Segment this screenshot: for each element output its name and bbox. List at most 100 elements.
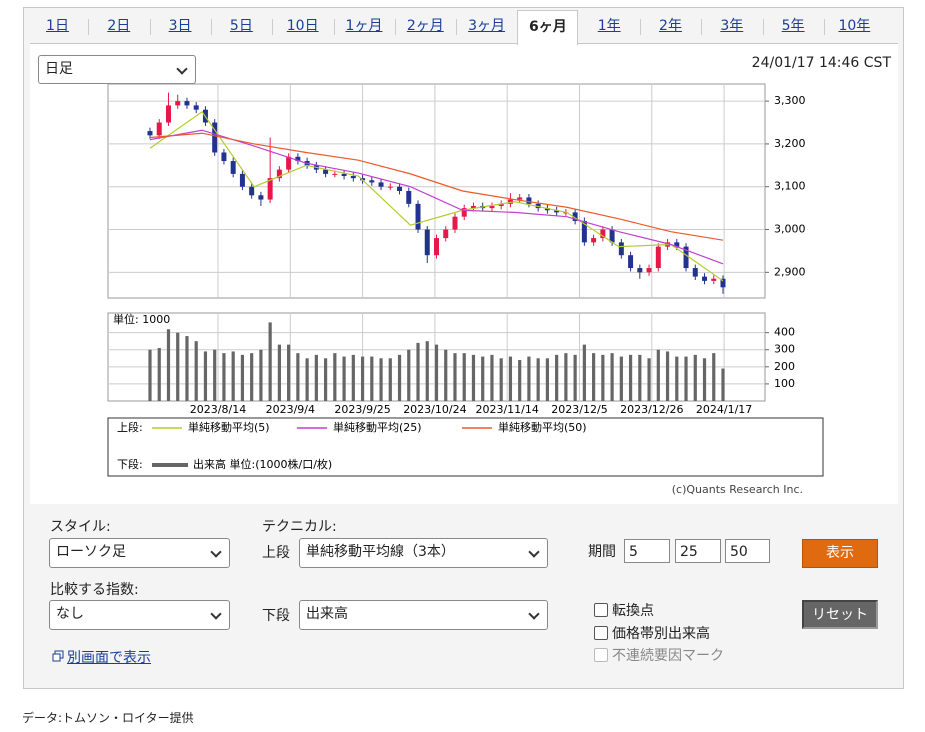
- tab[interactable]: 5年: [781, 18, 805, 34]
- candle-body: [591, 238, 597, 243]
- candle-body: [702, 276, 708, 281]
- tab[interactable]: 1ヶ月: [345, 18, 383, 34]
- candle-body: [212, 122, 218, 153]
- volume-bar: [185, 336, 189, 401]
- moving-average: [149, 110, 724, 282]
- candle-body: [341, 173, 347, 177]
- candle-body: [267, 178, 273, 200]
- timestamp: 24/01/17 14:46 CST: [751, 55, 891, 71]
- x-tick-label: 2023/11/14: [475, 403, 538, 416]
- candle-body: [239, 173, 245, 187]
- candle-body: [424, 229, 430, 256]
- legend-label: 下段:: [117, 457, 143, 471]
- candle-body: [461, 208, 467, 217]
- period-input[interactable]: 5: [624, 539, 670, 563]
- reset-button[interactable]: リセット: [802, 600, 878, 629]
- tab[interactable]: 2ヶ月: [406, 18, 444, 34]
- tab[interactable]: 10年: [838, 18, 871, 34]
- volume-unit: 単位: 1000: [113, 312, 170, 326]
- candle-body: [683, 246, 689, 269]
- tab-separator: [272, 19, 274, 35]
- volume-bar: [351, 354, 355, 401]
- volume-bar: [675, 356, 679, 401]
- candle-body: [415, 203, 421, 230]
- style-select[interactable]: ローソク足: [49, 538, 230, 568]
- candle-body: [147, 131, 153, 136]
- volume-bar: [388, 358, 392, 401]
- tab[interactable]: 2年: [659, 18, 682, 34]
- volume-bar: [545, 358, 550, 401]
- period-input[interactable]: 50: [725, 539, 770, 563]
- candle-body: [507, 199, 513, 204]
- volume-bar: [481, 356, 485, 401]
- footer: データ:トムソン・ロイター提供: [22, 711, 194, 725]
- candle-body: [350, 176, 356, 179]
- volume-bar: [647, 358, 651, 401]
- volume-bar: [721, 368, 725, 401]
- tab[interactable]: 2日: [107, 18, 131, 34]
- candle-body: [600, 229, 606, 239]
- y-tick-label: 200: [774, 360, 795, 373]
- volume-bar: [333, 353, 337, 401]
- candle-body: [526, 197, 532, 204]
- volume-bar: [693, 354, 697, 401]
- checkbox[interactable]: 転換点: [594, 600, 654, 620]
- volume-bar: [628, 354, 633, 401]
- candle-body: [175, 101, 181, 106]
- legend-entry: 単純移動平均(25): [333, 420, 422, 434]
- volume-bar: [240, 354, 245, 401]
- candle-body: [544, 208, 550, 211]
- show-button[interactable]: 表示: [802, 539, 878, 568]
- volume-bar: [407, 349, 411, 401]
- tab[interactable]: 1日: [46, 18, 69, 34]
- tab[interactable]: 3年: [720, 18, 744, 34]
- tab[interactable]: 3日: [168, 18, 192, 34]
- volume-bar: [416, 342, 420, 401]
- tab[interactable]: 10日: [286, 18, 319, 34]
- volume-bar: [656, 349, 660, 401]
- tab-separator: [823, 19, 825, 35]
- upper-label: 上段: [262, 545, 290, 561]
- period-input[interactable]: 25: [675, 539, 721, 563]
- candle-body: [387, 186, 393, 188]
- volume-bar: [712, 353, 716, 401]
- interval-select[interactable]: 日足: [38, 55, 196, 84]
- volume-bar: [157, 348, 161, 401]
- volume-bar: [499, 358, 503, 401]
- tab[interactable]: 3ヶ月: [468, 18, 506, 34]
- popup-link[interactable]: 別画面で表示: [67, 650, 151, 666]
- candle-body: [618, 242, 624, 256]
- volume-bar: [684, 356, 688, 401]
- tab[interactable]: 1年: [597, 18, 621, 34]
- x-tick-label: 2023/8/14: [190, 403, 246, 416]
- period-label: 期間: [588, 544, 616, 560]
- candle-body: [674, 242, 680, 247]
- candle-body: [165, 105, 171, 123]
- lower-select[interactable]: 出来高: [299, 600, 548, 630]
- tab-separator: [149, 19, 151, 35]
- volume-bar: [231, 351, 235, 401]
- volume-bar: [564, 353, 568, 401]
- tab-separator: [394, 19, 396, 35]
- tab[interactable]: 6ヶ月: [517, 10, 579, 45]
- volume-bar: [268, 322, 272, 401]
- candle-body: [286, 156, 292, 170]
- x-tick-label: 2023/9/25: [334, 403, 390, 416]
- moving-average: [149, 132, 724, 241]
- candle-body: [184, 101, 190, 106]
- legend-label: 上段:: [117, 420, 143, 434]
- candle-body: [646, 268, 652, 273]
- volume-bar: [166, 329, 171, 401]
- volume-bar: [619, 356, 623, 401]
- volume-bar: [287, 344, 291, 401]
- candle-body: [378, 182, 384, 187]
- volume-bar: [425, 341, 429, 401]
- upper-select[interactable]: 単純移動平均線（3本）: [299, 538, 548, 568]
- candle-body: [470, 205, 476, 209]
- checkbox[interactable]: 価格帯別出来高: [594, 623, 710, 643]
- volume-bar: [453, 353, 457, 401]
- candle-body: [295, 156, 301, 162]
- tab[interactable]: 5日: [229, 18, 253, 34]
- tab-separator: [210, 19, 212, 35]
- compare-select[interactable]: なし: [49, 600, 230, 630]
